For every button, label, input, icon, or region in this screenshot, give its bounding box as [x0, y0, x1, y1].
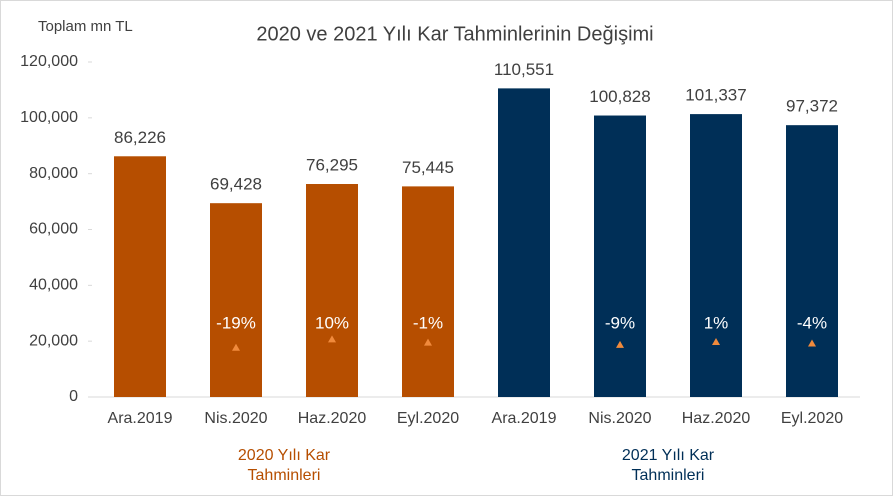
value-label: 100,828 [589, 87, 650, 106]
x-tick-label: Ara.2019 [492, 410, 557, 427]
bar [594, 115, 646, 397]
y-tick-label: 0 [69, 388, 78, 405]
bar [498, 88, 550, 398]
value-label: 76,295 [306, 155, 358, 174]
change-label: -9% [605, 313, 635, 332]
group-label: 2020 Yılı Kar Tahminleri [237, 447, 331, 484]
x-tick-label: Eyl.2020 [781, 410, 843, 427]
value-label: 110,551 [494, 60, 554, 79]
change-label: -4% [797, 313, 827, 332]
change-marker [328, 335, 336, 343]
x-tick-label: Nis.2020 [204, 410, 267, 427]
change-label: -19% [216, 313, 256, 332]
change-label: 1% [704, 313, 729, 332]
change-marker [712, 338, 720, 346]
bar [786, 125, 838, 397]
y-tick-label: 40,000 [29, 277, 78, 294]
x-tick-label: Eyl.2020 [397, 410, 459, 427]
value-label: 69,428 [210, 175, 262, 194]
change-marker [808, 339, 816, 347]
change-label: 10% [315, 313, 349, 332]
change-marker [232, 343, 240, 351]
x-tick-label: Haz.2020 [298, 410, 367, 427]
value-label: 86,226 [114, 128, 166, 147]
chart-title: 2020 ve 2021 Yılı Kar Tahminlerinin Deği… [256, 23, 653, 45]
bar [402, 186, 454, 397]
bar [306, 184, 358, 397]
y-tick-label: 60,000 [29, 221, 78, 238]
change-marker [424, 338, 432, 346]
value-label: 101,337 [685, 86, 746, 105]
group-label: 2021 Yılı Kar Tahminleri [621, 447, 715, 484]
y-tick-label: 80,000 [29, 165, 78, 182]
value-label: 75,445 [402, 158, 454, 177]
y-tick-label: 100,000 [20, 109, 78, 126]
change-marker [616, 340, 624, 348]
bar [210, 203, 262, 397]
y-tick-label: 120,000 [20, 53, 78, 70]
bar [114, 156, 166, 397]
bar [690, 114, 742, 397]
x-tick-label: Haz.2020 [682, 410, 751, 427]
x-tick-label: Ara.2019 [108, 410, 173, 427]
y-tick-label: 20,000 [29, 332, 78, 349]
change-label: -1% [413, 313, 443, 332]
value-label: 97,372 [786, 97, 838, 116]
x-tick-label: Nis.2020 [588, 410, 651, 427]
y-axis-label: Toplam mn TL [38, 18, 133, 35]
